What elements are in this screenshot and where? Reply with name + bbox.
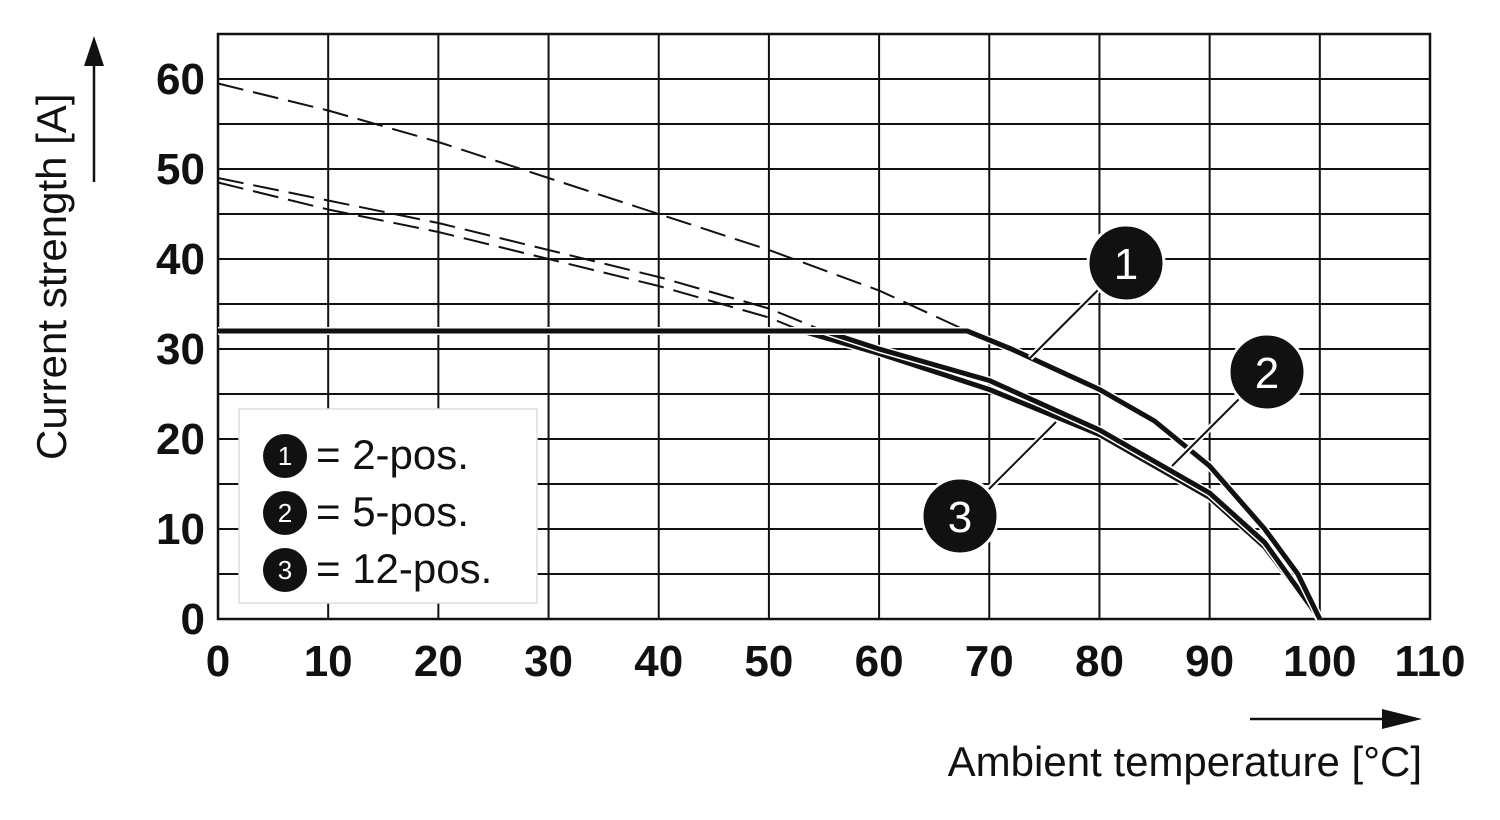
y-axis-title: Current strength [A]	[28, 94, 75, 461]
y-tick-label: 50	[156, 145, 205, 194]
legend-item-3: 3 = 12-pos.	[263, 545, 492, 592]
callout-1: 1	[1027, 223, 1166, 361]
x-tick-label: 90	[1185, 637, 1234, 686]
x-axis-title-group: Ambient temperature [°C]	[948, 709, 1422, 785]
legend-badge-1	[263, 434, 307, 478]
plot-frame	[216, 32, 1432, 621]
x-tick-label: 30	[524, 637, 573, 686]
reference-curve-2	[217, 177, 825, 332]
legend-label-2: = 5-pos.	[316, 488, 469, 535]
x-tick-label: 110	[1395, 637, 1466, 686]
legend: 1 = 2-pos. 2 = 5-pos. 3 = 12-pos.	[238, 408, 538, 604]
derating-curves	[218, 327, 1324, 622]
callout-2-number: 2	[1255, 349, 1279, 398]
callout-3-number: 3	[948, 493, 972, 542]
y-tick-label: 60	[156, 55, 205, 104]
callout-1-leader-stroke	[1029, 289, 1099, 359]
legend-badge-3	[263, 548, 307, 592]
legend-label-1: = 2-pos.	[316, 431, 469, 478]
legend-badge-1-number: 1	[278, 441, 292, 471]
x-tick-label: 40	[634, 637, 683, 686]
x-tick-label: 80	[1075, 637, 1124, 686]
legend-badge-2-number: 2	[278, 498, 292, 528]
derating-curve-1	[218, 328, 1323, 621]
x-tick-label: 60	[855, 637, 904, 686]
reference-curve-1	[217, 82, 968, 332]
callout-2: 2	[1169, 332, 1307, 469]
legend-badge-3-number: 3	[278, 555, 292, 585]
callout-2-leader-stroke	[1171, 397, 1241, 467]
x-axis-title: Ambient temperature [°C]	[948, 738, 1422, 785]
x-tick-label: 70	[965, 637, 1014, 686]
legend-item-2: 2 = 5-pos.	[263, 488, 469, 535]
callout-1-number: 1	[1114, 240, 1138, 289]
y-tick-label: 30	[156, 325, 205, 374]
y-tick-label: 10	[156, 505, 205, 554]
y-axis-arrow-head	[84, 36, 104, 66]
legend-label-3: = 12-pos.	[316, 545, 492, 592]
y-tick-labels: 0 10 20 30 40 50 60	[156, 55, 205, 644]
callout-3-leader-stroke	[987, 421, 1057, 491]
legend-badge-2	[263, 491, 307, 535]
callout-2-badge	[1227, 332, 1307, 412]
y-tick-label: 20	[156, 415, 205, 464]
callout-3: 3	[920, 419, 1059, 556]
x-tick-label: 20	[414, 637, 463, 686]
legend-item-1: 1 = 2-pos.	[263, 431, 469, 478]
reference-curve-3	[217, 181, 803, 332]
callout-1-badge	[1086, 223, 1166, 303]
reference-curves	[217, 82, 968, 332]
x-tick-labels: 0 10 20 30 40 50 60 70 80 90 100 110	[206, 637, 1466, 686]
callout-3-badge	[920, 476, 1000, 556]
x-tick-label: 100	[1283, 637, 1356, 686]
x-tick-label: 50	[744, 637, 793, 686]
plot-border	[216, 32, 1432, 621]
y-tick-label: 0	[181, 595, 205, 644]
x-axis-arrow-head	[1382, 709, 1422, 729]
x-tick-label: 10	[304, 637, 353, 686]
x-tick-label: 0	[206, 637, 230, 686]
y-tick-label: 40	[156, 235, 205, 284]
y-axis-title-group: Current strength [A]	[28, 36, 104, 460]
